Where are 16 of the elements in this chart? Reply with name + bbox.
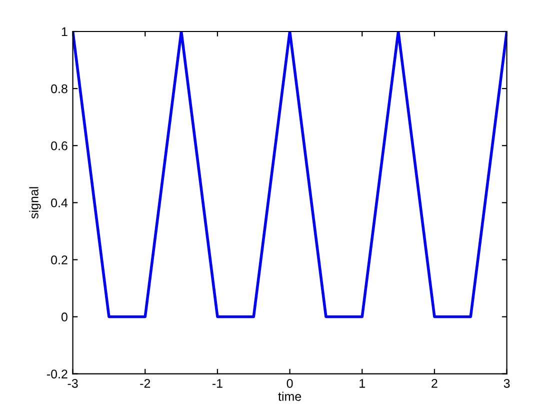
y-tick-label: 0.6 xyxy=(51,141,68,150)
x-tick-label: 0 xyxy=(286,378,293,388)
y-tick-label: 0 xyxy=(61,312,68,322)
x-tick-label: -3 xyxy=(68,378,78,388)
x-tick-label: 2 xyxy=(432,378,438,388)
y-tick-label: 0.4 xyxy=(51,198,68,208)
x-tick-label: -2 xyxy=(140,378,150,388)
y-axis-title: signal xyxy=(29,187,41,219)
y-tick-label: 1 xyxy=(62,27,68,36)
y-tick-label: -0.2 xyxy=(46,370,68,378)
x-axis-title: time xyxy=(278,392,302,401)
x-tick-label: 1 xyxy=(360,379,365,388)
y-tick-label: 0.2 xyxy=(51,256,68,264)
x-tick-label: -1 xyxy=(212,379,222,388)
y-tick-label: 0.8 xyxy=(51,84,68,94)
x-tick-label: 3 xyxy=(504,378,510,388)
